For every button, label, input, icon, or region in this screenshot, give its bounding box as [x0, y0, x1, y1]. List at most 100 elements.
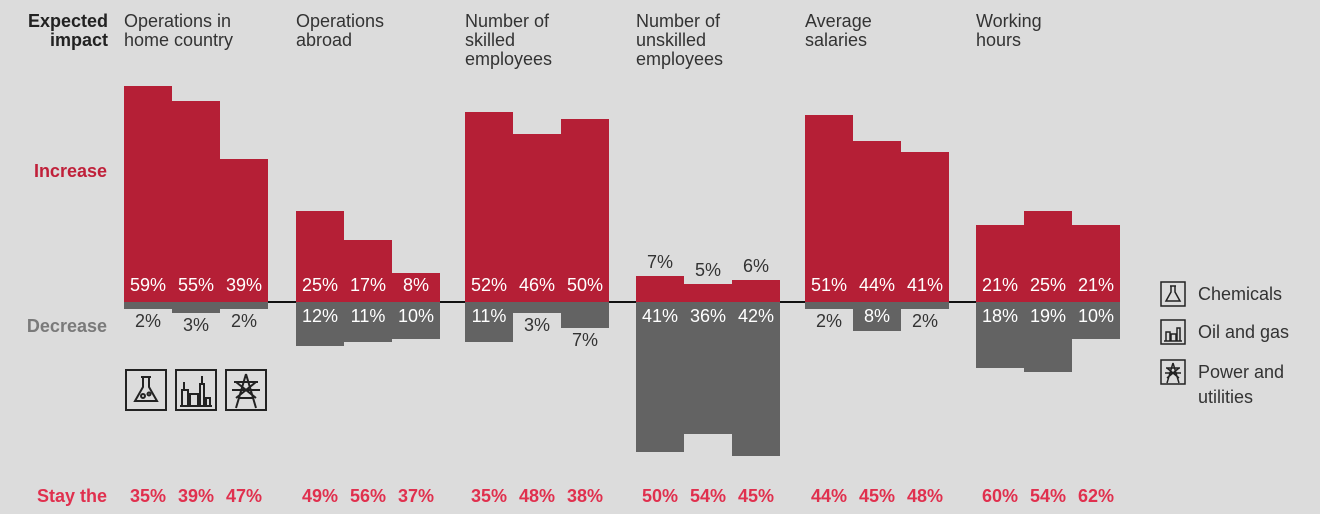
decrease-bar: [172, 302, 220, 313]
increase-bar: [220, 159, 268, 302]
stay-value-label: 54%: [1029, 486, 1067, 506]
decrease-value-label: 2%: [230, 311, 257, 332]
decrease-bar: [220, 302, 268, 310]
decrease-value-label: 2%: [815, 311, 842, 332]
increase-value-label: 21%: [981, 275, 1019, 295]
increase-value-label: 17%: [349, 275, 387, 295]
legend-icon-oil: [1160, 319, 1186, 345]
increase-bar: [513, 133, 561, 302]
legend-label: Power and utilities: [1198, 362, 1285, 407]
decrease-value-label: 8%: [863, 306, 890, 326]
decrease-bar: [636, 302, 684, 453]
stay-value-label: 50%: [641, 486, 679, 506]
increase-value-label: 6%: [742, 256, 769, 277]
category-title: Number of unskilled employees: [636, 11, 724, 69]
legend-label: Chemicals: [1198, 284, 1283, 304]
decrease-value-label: 2%: [134, 311, 161, 332]
increase-bar: [853, 140, 901, 302]
increase-bar: [805, 115, 853, 302]
decrease-value-label: 7%: [571, 329, 598, 350]
increase-bar: [1072, 225, 1120, 302]
decrease-bar: [392, 302, 440, 339]
stay-value-label: 37%: [397, 486, 435, 506]
increase-value-label: 7%: [646, 252, 673, 273]
increase-bar: [684, 283, 732, 302]
category-title: Working hours: [976, 11, 1042, 50]
stay-value-label: 47%: [225, 486, 263, 506]
increase-value-label: 50%: [566, 275, 604, 295]
increase-bar: [976, 225, 1024, 302]
increase-bar: [901, 151, 949, 302]
sector-icons: [125, 369, 267, 411]
legend-label: Oil and gas: [1198, 322, 1290, 342]
decrease-bar: [684, 302, 732, 434]
decrease-bar: [1024, 302, 1072, 372]
stay-value-label: 49%: [301, 486, 339, 506]
decrease-value-label: 11%: [350, 306, 386, 326]
stay-value-label: 38%: [566, 486, 604, 506]
stay-value-label: 44%: [810, 486, 848, 506]
increase-bar: [732, 280, 780, 302]
decrease-bar: [853, 302, 901, 332]
decrease-value-label: 2%: [911, 311, 938, 332]
baseline: [124, 301, 1120, 303]
decrease-bar: [805, 302, 853, 310]
category-title: Number of skilled employees: [465, 11, 553, 69]
stay-value-label: 45%: [737, 486, 775, 506]
decrease-value-label: 36%: [689, 306, 727, 326]
increase-value-label: 59%: [129, 275, 167, 295]
increase-bar: [124, 86, 172, 302]
category-title: Operations in home country: [124, 11, 234, 50]
decrease-bar: [513, 302, 561, 313]
increase-value-label: 52%: [470, 275, 508, 295]
legend-icon-power: [1160, 359, 1186, 385]
increase-bar: [1024, 210, 1072, 302]
increase-bar: [344, 239, 392, 302]
header: Expected impact: [27, 11, 108, 50]
decrease-value-label: 42%: [737, 306, 775, 326]
decrease-bar: [901, 302, 949, 310]
decrease-label: Decrease: [26, 316, 107, 336]
increase-bar: [392, 272, 440, 302]
legend-icon-chemicals: [1160, 281, 1186, 307]
increase-value-label: 51%: [810, 275, 848, 295]
category-title: Operations abroad: [296, 11, 385, 50]
decrease-bar: [561, 302, 609, 328]
stay-label: Stay the: [36, 486, 107, 506]
increase-value-label: 46%: [518, 275, 556, 295]
decrease-value-label: 3%: [182, 314, 209, 335]
increase-bar: [172, 100, 220, 302]
decrease-value-label: 41%: [641, 306, 679, 326]
stay-value-label: 48%: [906, 486, 944, 506]
decrease-bar: [732, 302, 780, 456]
decrease-bar: [124, 302, 172, 310]
decrease-bar: [296, 302, 344, 346]
decrease-bar: [976, 302, 1024, 368]
decrease-bar: [1072, 302, 1120, 339]
decrease-value-label: 18%: [981, 306, 1019, 326]
increase-value-label: 5%: [694, 259, 721, 280]
stay-value-label: 56%: [349, 486, 387, 506]
increase-label: Increase: [33, 161, 107, 181]
increase-value-label: 55%: [177, 275, 215, 295]
decrease-value-label: 10%: [397, 306, 435, 326]
increase-value-label: 25%: [301, 275, 339, 295]
stay-value-label: 35%: [129, 486, 167, 506]
increase-value-label: 39%: [225, 275, 263, 295]
increase-value-label: 41%: [906, 275, 944, 295]
decrease-bar: [344, 302, 392, 343]
decrease-value-label: 3%: [523, 314, 550, 335]
increase-bar: [561, 119, 609, 302]
increase-bar: [296, 210, 344, 302]
stay-value-label: 39%: [177, 486, 215, 506]
stay-value-label: 62%: [1077, 486, 1115, 506]
decrease-value-label: 10%: [1077, 306, 1115, 326]
decrease-value-label: 19%: [1029, 306, 1067, 326]
stay-value-label: 35%: [470, 486, 508, 506]
increase-bar: [465, 111, 513, 302]
increase-value-label: 8%: [402, 275, 429, 295]
decrease-value-label: 11%: [471, 306, 507, 326]
increase-value-label: 44%: [858, 275, 896, 295]
stay-value-label: 45%: [858, 486, 896, 506]
